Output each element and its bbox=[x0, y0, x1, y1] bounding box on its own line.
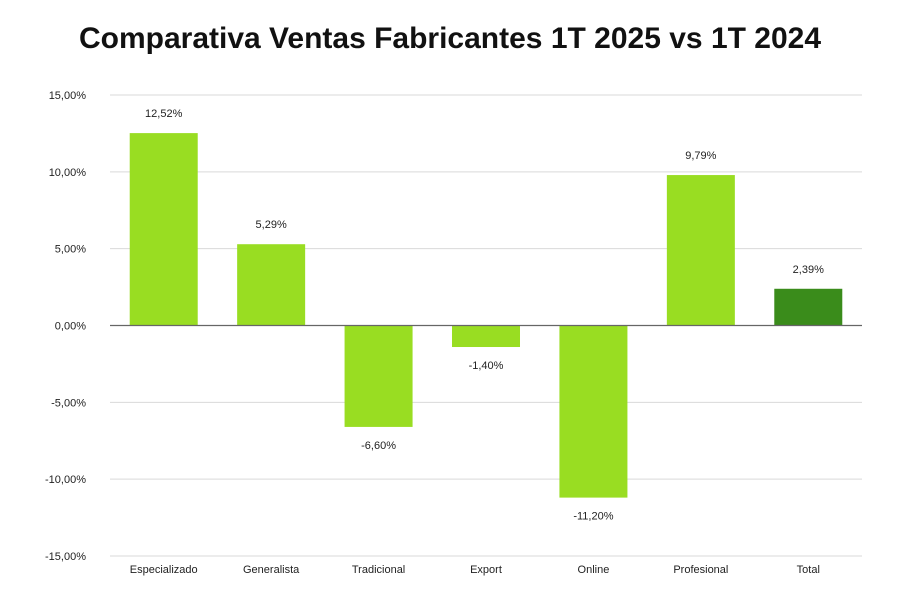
bar-profesional bbox=[666, 175, 735, 326]
data-labels: 12,52% 5,29% -6,60% -1,40% -11,20% 9,79% 2,39% bbox=[145, 108, 824, 522]
y-tick-label: 10,00% bbox=[49, 167, 87, 179]
y-tick-label: -10,00% bbox=[45, 474, 86, 486]
y-tick-label: -15,00% bbox=[45, 551, 86, 563]
bar-online bbox=[559, 325, 628, 498]
chart-title: Comparativa Ventas Fabricantes 1T 2025 v… bbox=[78, 22, 822, 55]
x-category-label: Especializado bbox=[130, 564, 198, 576]
x-category-label: Online bbox=[578, 564, 610, 576]
x-category-label: Profesional bbox=[673, 564, 728, 576]
data-label-online: -11,20% bbox=[573, 511, 613, 523]
bar-export bbox=[452, 325, 520, 348]
gridlines bbox=[110, 94, 862, 557]
x-axis-categories: Especializado Generalista Tradicional Expor… bbox=[130, 564, 820, 576]
x-category-label: Tradicional bbox=[352, 564, 405, 576]
y-tick-label: 0,00% bbox=[55, 321, 86, 333]
x-category-label: Generalista bbox=[243, 564, 300, 576]
y-tick-label: -5,00% bbox=[51, 397, 86, 409]
data-label-especializado: 12,52% bbox=[145, 108, 183, 120]
data-label-generalista: 5,29% bbox=[256, 219, 287, 231]
y-tick-label: 15,00% bbox=[49, 90, 87, 102]
bar-tradicional bbox=[344, 325, 413, 427]
data-label-tradicional: -6,60% bbox=[361, 440, 396, 452]
data-label-export: -1,40% bbox=[469, 360, 504, 372]
bar-especializado bbox=[129, 133, 198, 326]
x-category-label: Export bbox=[470, 564, 502, 576]
data-label-profesional: 9,79% bbox=[685, 150, 716, 162]
data-label-total: 2,39% bbox=[793, 264, 824, 276]
y-axis-ticks: 15,00% 10,00% 5,00% 0,00% -5,00% -10,00% -15,0… bbox=[45, 90, 86, 563]
y-tick-label: 5,00% bbox=[55, 244, 86, 256]
bar-generalista bbox=[237, 244, 306, 326]
bars bbox=[129, 133, 843, 498]
x-category-label: Total bbox=[797, 564, 820, 576]
bar-total bbox=[774, 288, 843, 326]
